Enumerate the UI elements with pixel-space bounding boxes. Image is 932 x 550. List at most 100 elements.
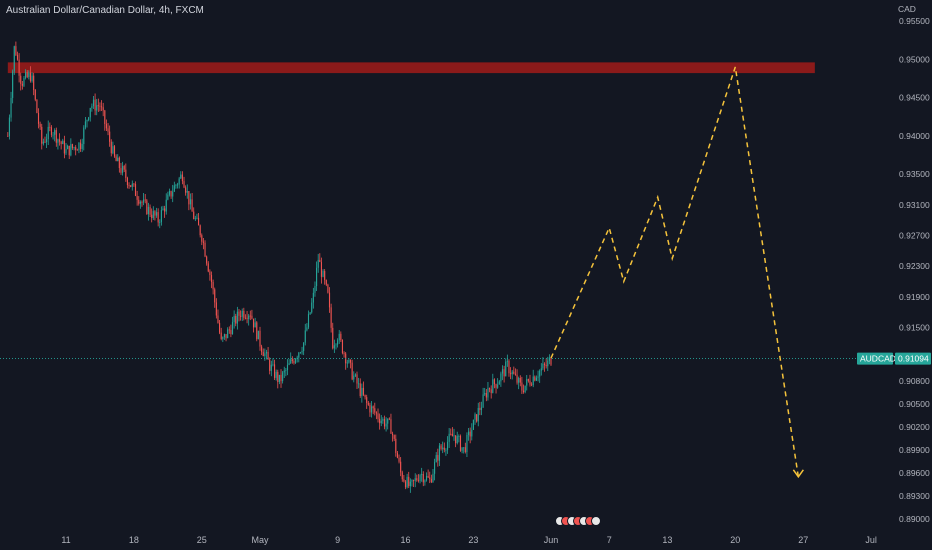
candle-body bbox=[325, 280, 327, 285]
candle-body bbox=[159, 221, 161, 223]
x-tick-label: 25 bbox=[197, 535, 207, 545]
candle-body bbox=[214, 289, 216, 303]
candle-body bbox=[290, 359, 292, 364]
candle-body bbox=[476, 414, 478, 422]
candle-body bbox=[235, 315, 237, 324]
candle-body bbox=[295, 359, 297, 363]
candle-body bbox=[293, 361, 295, 363]
candle-body bbox=[396, 452, 398, 458]
candle-body bbox=[539, 370, 541, 377]
candle-body bbox=[392, 433, 394, 436]
candle-body bbox=[421, 474, 423, 476]
candle-body bbox=[372, 406, 374, 409]
candle-body bbox=[33, 75, 35, 90]
candle-body bbox=[86, 119, 88, 122]
candle-body bbox=[463, 447, 465, 449]
candle-body bbox=[301, 350, 303, 353]
candle-body bbox=[382, 418, 384, 421]
candle-body bbox=[393, 435, 395, 439]
candle-body bbox=[154, 211, 156, 216]
candle-body bbox=[404, 481, 407, 488]
candle-body bbox=[508, 360, 510, 374]
candle-body bbox=[285, 370, 287, 371]
candle-body bbox=[469, 431, 471, 437]
candle-body bbox=[497, 384, 499, 388]
candle-body bbox=[362, 387, 365, 395]
candle-body bbox=[178, 178, 180, 185]
candle-body bbox=[291, 359, 293, 362]
candle-body bbox=[58, 139, 61, 142]
candle-body bbox=[20, 75, 22, 84]
candle-body bbox=[322, 270, 324, 277]
candle-body bbox=[543, 363, 546, 365]
candle-body bbox=[7, 135, 9, 137]
candle-body bbox=[147, 206, 150, 214]
candle-body bbox=[522, 390, 525, 393]
candle-body bbox=[175, 184, 177, 186]
candle-body bbox=[79, 142, 82, 149]
candle-body bbox=[490, 389, 492, 393]
candle-body bbox=[545, 364, 547, 367]
y-tick-label: 0.89900 bbox=[899, 445, 930, 455]
candle-body bbox=[501, 369, 504, 374]
y-tick-label: 0.91900 bbox=[899, 292, 930, 302]
candle-body bbox=[479, 408, 481, 410]
candle-body bbox=[113, 146, 116, 157]
candle-body bbox=[280, 374, 282, 382]
candle-body bbox=[343, 353, 345, 354]
candle-body bbox=[484, 393, 486, 395]
candle-body bbox=[230, 330, 232, 335]
candle-body bbox=[519, 378, 521, 383]
candle-body bbox=[480, 407, 483, 410]
candle-body bbox=[44, 141, 46, 143]
candle-body bbox=[272, 364, 274, 366]
y-tick-label: 0.90500 bbox=[899, 399, 930, 409]
price-badge bbox=[895, 352, 931, 365]
y-tick-label: 0.91500 bbox=[899, 322, 930, 332]
candle-body bbox=[157, 212, 159, 223]
candle-body bbox=[429, 477, 431, 479]
projection-arrow-icon bbox=[792, 469, 804, 479]
candle-body bbox=[375, 412, 377, 414]
candle-body bbox=[338, 333, 340, 341]
candle-body bbox=[57, 139, 59, 143]
projection-path[interactable] bbox=[550, 66, 800, 477]
candle-body bbox=[453, 435, 455, 437]
candle-body bbox=[92, 99, 95, 107]
y-tick-label: 0.89300 bbox=[899, 491, 930, 501]
resistance-zone[interactable] bbox=[7, 62, 815, 74]
candle-body bbox=[286, 364, 289, 371]
candle-body bbox=[143, 199, 145, 203]
candle-body bbox=[514, 373, 516, 375]
event-flag-icon[interactable] bbox=[591, 516, 601, 526]
candle-body bbox=[422, 474, 424, 483]
candle-body bbox=[181, 174, 183, 182]
candle-body bbox=[172, 191, 174, 197]
candle-body bbox=[477, 408, 479, 422]
candle-body bbox=[366, 397, 368, 403]
candle-body bbox=[277, 371, 279, 382]
candle-body bbox=[115, 156, 117, 162]
candle-body bbox=[535, 377, 538, 381]
candle-body bbox=[109, 131, 111, 142]
candle-body bbox=[340, 333, 342, 341]
candle-body bbox=[251, 315, 253, 319]
candle-body bbox=[374, 408, 376, 413]
candle-body bbox=[516, 374, 518, 383]
candle-body bbox=[83, 127, 85, 144]
candle-body bbox=[29, 72, 31, 81]
candle-body bbox=[369, 404, 371, 413]
candle-body bbox=[173, 185, 175, 192]
candle-body bbox=[246, 317, 248, 319]
candle-body bbox=[194, 218, 196, 220]
candle-body bbox=[532, 376, 534, 386]
candle-body bbox=[97, 105, 99, 107]
candle-body bbox=[324, 270, 326, 281]
candle-body bbox=[482, 394, 484, 408]
candle-body bbox=[406, 476, 408, 488]
candle-body bbox=[299, 352, 301, 354]
candle-body bbox=[70, 144, 72, 156]
candle-body bbox=[547, 360, 549, 367]
candle-body bbox=[204, 242, 206, 257]
